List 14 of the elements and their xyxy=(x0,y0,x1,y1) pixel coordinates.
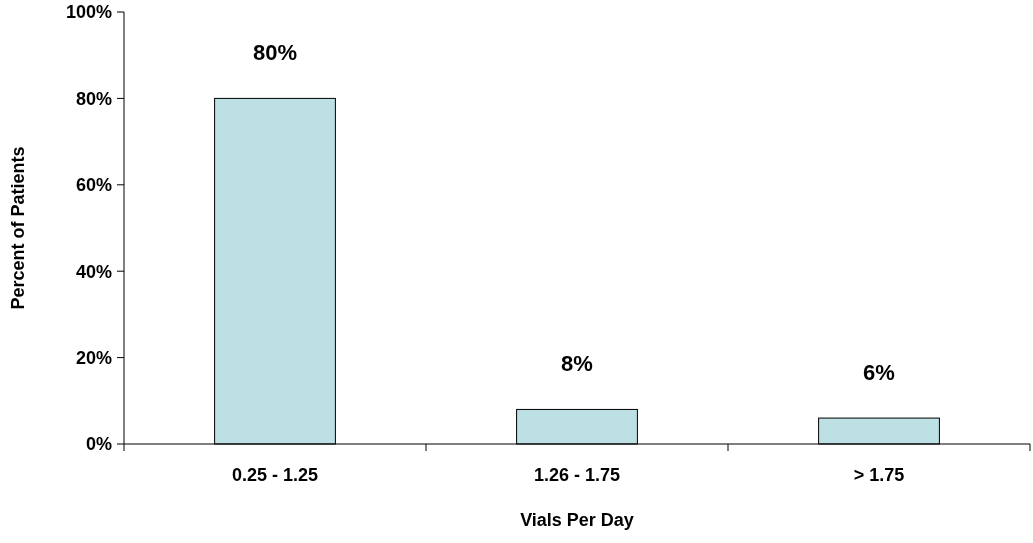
y-tick-label: 0% xyxy=(85,434,112,455)
y-tick-label: 40% xyxy=(75,261,112,282)
data-label: 80% xyxy=(252,40,298,66)
data-label: 6% xyxy=(863,360,895,386)
data-label: 8% xyxy=(561,351,593,377)
y-tick-label: 60% xyxy=(75,175,112,196)
y-tick-label: 80% xyxy=(75,88,112,109)
x-tick-label: 0.25 - 1.25 xyxy=(231,465,319,485)
y-tick-label: 100% xyxy=(65,2,112,23)
x-tick-label: > 1.75 xyxy=(853,465,905,485)
y-tick-label: 20% xyxy=(75,347,112,368)
y-axis-title: Percent of Patients xyxy=(8,146,28,310)
x-tick-label: 1.26 - 1.75 xyxy=(533,465,621,485)
x-axis-title: Vials Per Day xyxy=(520,510,634,530)
